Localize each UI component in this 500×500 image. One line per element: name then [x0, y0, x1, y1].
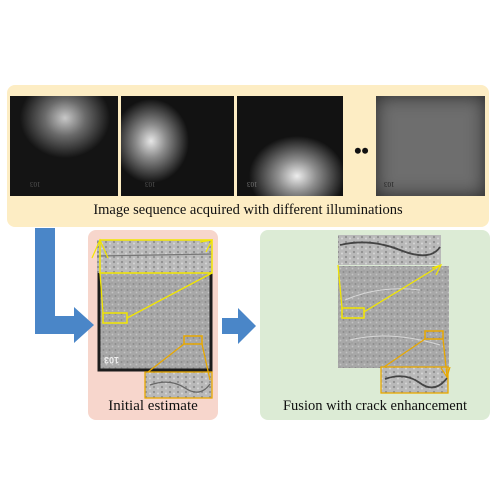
sequence-caption: Image sequence acquired with different i…	[93, 202, 403, 218]
illumination-frame-2: 103	[121, 96, 234, 196]
l-arrow	[35, 228, 94, 343]
illumination-frame-1: 103	[10, 96, 118, 196]
zoom-strip-top-right	[338, 235, 441, 265]
initial-estimate-image	[97, 270, 213, 372]
specimen-label: 103	[104, 355, 120, 365]
illumination-frame-4: 103	[376, 96, 485, 196]
right-arrow	[222, 308, 256, 344]
fusion-caption: Fusion with crack enhancement	[282, 398, 467, 414]
initial-estimate-caption: Initial estimate	[108, 398, 198, 414]
illumination-frame-3: 103	[237, 96, 343, 196]
fusion-image	[338, 266, 449, 368]
ellipsis: • •	[354, 138, 369, 163]
zoom-strip-top-left	[97, 240, 212, 273]
